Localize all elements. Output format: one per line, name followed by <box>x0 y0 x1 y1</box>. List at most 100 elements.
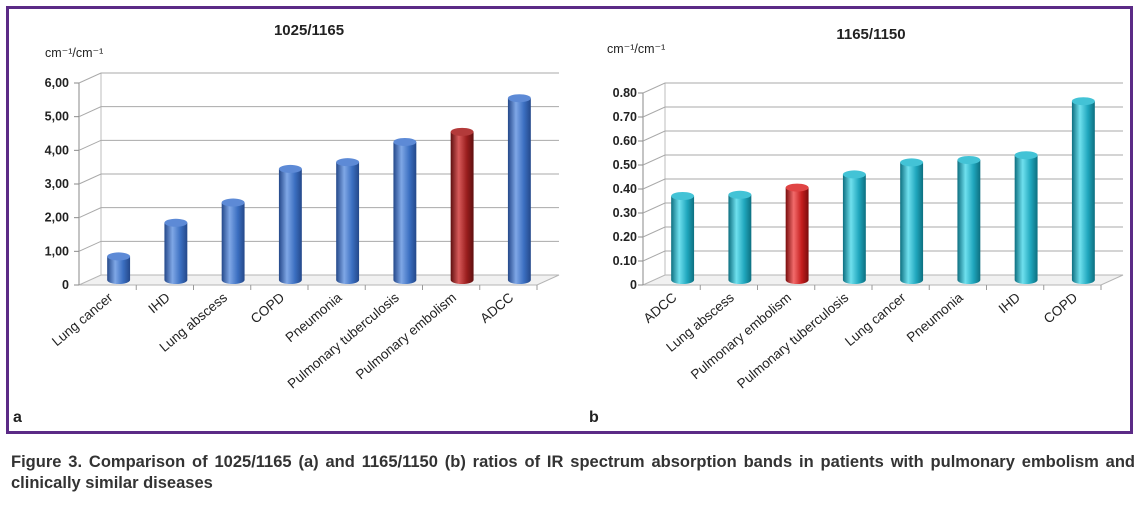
bar-body <box>507 98 531 285</box>
bar <box>728 190 752 285</box>
y-tick-label: 0.70 <box>613 110 637 124</box>
bar-body <box>221 202 245 285</box>
gridline <box>642 82 1123 94</box>
bar-body <box>785 187 809 285</box>
y-tick-label: 0.40 <box>613 182 637 196</box>
gridline <box>642 154 1123 166</box>
bar-top <box>336 158 360 167</box>
gridline <box>78 72 559 84</box>
bar-top <box>957 155 981 165</box>
bar-top <box>671 191 695 201</box>
bar <box>221 198 245 285</box>
gridline <box>642 226 1123 238</box>
bar <box>1071 97 1095 285</box>
x-tick-label: Lung cancer <box>842 289 909 349</box>
y-tick-label: 0.10 <box>613 254 637 268</box>
bar-body <box>393 141 417 285</box>
bar-body <box>164 222 188 285</box>
figure-frame: 1025/1165 cm⁻¹/cm⁻¹ a 0 1,00 2,00 3,00 4,00 5… <box>6 6 1133 434</box>
bar-body <box>900 162 924 285</box>
bar <box>507 94 531 285</box>
panel-label-a: a <box>13 409 22 426</box>
chart-title-a: 1025/1165 <box>274 22 344 39</box>
x-tick-label: Pulmonary embolism <box>688 290 794 383</box>
bar-body <box>336 162 360 285</box>
x-tick-label: ADCC <box>477 290 516 326</box>
bar-body <box>671 196 695 285</box>
bar-body <box>842 174 866 285</box>
y-tick-label: 0 <box>630 278 637 292</box>
x-tick-label: COPD <box>1041 290 1081 327</box>
chart-title-b: 1165/1150 <box>836 26 905 43</box>
bar-top <box>842 170 866 179</box>
chart-floor <box>78 274 560 286</box>
x-tick-label: Pulmonary tuberculosis <box>285 290 402 392</box>
y-tick-label: 6,00 <box>45 76 69 90</box>
bar <box>957 155 981 285</box>
bar <box>164 218 188 285</box>
chart-panel-b: 1165/1150 cm⁻¹/cm⁻¹ b 0 0.10 0.20 0.30 0.40 0… <box>589 26 1124 426</box>
y-tick-label: 0.50 <box>613 158 637 172</box>
bar-top <box>164 218 188 227</box>
y-tick-label: 3,00 <box>45 177 69 191</box>
bar <box>107 252 131 285</box>
plot-area-b: 0 0.10 0.20 0.30 0.40 0.50 0.60 0.70 0.80 ADCC Lun… <box>613 82 1124 392</box>
x-tick-label: COPD <box>248 290 288 327</box>
y-tick-label: 0.20 <box>613 230 637 244</box>
y-tick-label: 0 <box>62 278 69 292</box>
y-tick-label: 0.30 <box>613 206 637 220</box>
bar-body <box>957 160 981 285</box>
x-tick-label: ADCC <box>641 290 680 326</box>
gridline <box>78 207 559 219</box>
bar-top <box>728 190 752 199</box>
y-tick-label: 5,00 <box>45 110 69 124</box>
bar <box>785 183 809 285</box>
x-tick-label: Lung cancer <box>49 289 116 349</box>
bar-top <box>278 164 302 173</box>
gridline <box>78 240 559 252</box>
bar-top <box>107 252 131 261</box>
chart-panel-a: 1025/1165 cm⁻¹/cm⁻¹ a 0 1,00 2,00 3,00 4,00 5… <box>13 22 560 426</box>
bar-body <box>107 256 131 285</box>
bar-top <box>507 94 531 103</box>
y-axis-unit-b: cm⁻¹/cm⁻¹ <box>607 42 665 56</box>
bar-top <box>1071 97 1095 106</box>
x-tick-label: Pulmonary tuberculosis <box>734 290 851 392</box>
bar-body <box>450 131 474 285</box>
gridline <box>642 178 1123 190</box>
bar <box>900 158 924 285</box>
bar <box>450 127 474 285</box>
bar-top <box>450 127 474 136</box>
bar <box>1014 151 1038 285</box>
bar <box>336 158 360 285</box>
bar-top <box>900 158 924 167</box>
bar <box>671 191 695 285</box>
y-tick-label: 2,00 <box>45 211 69 225</box>
bar-top <box>785 183 809 192</box>
bar-body <box>1071 101 1095 285</box>
x-tick-label: Pulmonary embolism <box>353 290 459 383</box>
y-axis-unit-a: cm⁻¹/cm⁻¹ <box>45 46 103 60</box>
x-tick-label: IHD <box>996 290 1024 317</box>
bar-top <box>221 198 245 207</box>
y-tick-label: 1,00 <box>45 244 69 258</box>
bar <box>278 164 302 285</box>
bar-body <box>1014 155 1038 285</box>
x-tick-label: IHD <box>145 290 173 317</box>
gridline <box>78 173 559 185</box>
gridline <box>642 130 1123 142</box>
bar-top <box>393 137 417 146</box>
gridline <box>78 139 559 151</box>
bar-top <box>1014 151 1038 160</box>
gridline <box>642 202 1123 214</box>
figure-caption: Figure 3. Comparison of 1025/1165 (a) an… <box>11 453 1135 492</box>
panel-label-b: b <box>589 409 599 426</box>
bar-body <box>728 194 752 285</box>
gridline <box>642 106 1123 118</box>
chart-floor <box>642 274 1124 286</box>
bar <box>393 137 417 285</box>
y-tick-label: 4,00 <box>45 143 69 157</box>
bar <box>842 170 866 285</box>
gridline <box>78 106 559 118</box>
